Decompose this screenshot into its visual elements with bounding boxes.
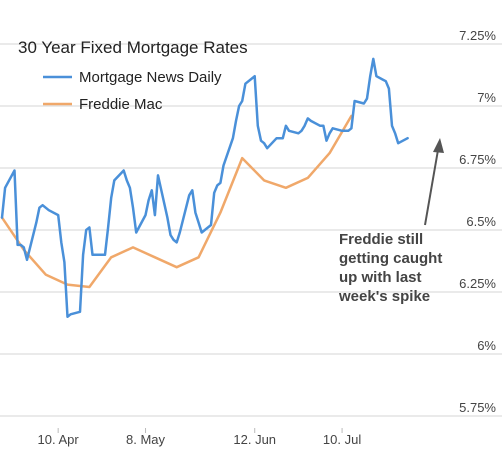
y-tick-label: 6.75% (459, 152, 496, 167)
annotation-arrow-line (424, 149, 439, 226)
annotation-line-3: up with last (339, 269, 422, 286)
y-tick-label: 6.5% (466, 214, 496, 229)
x-axis-ticks: 10. Apr 8. May 12. Jun 10. Jul (38, 428, 361, 447)
annotation-line-2: getting caught (339, 250, 442, 267)
y-tick-label: 6% (477, 338, 496, 353)
series-lines (0, 57, 409, 319)
legend-label-mortgage-news-daily: Mortgage News Daily (79, 69, 222, 86)
y-tick-label: 7% (477, 90, 496, 105)
y-axis-ticks: 5.75% 6% 6.25% 6.5% 6.75% 7% 7.25% (459, 28, 496, 415)
annotation-line-4: week's spike (338, 288, 430, 305)
annotation-line-1: Freddie still (339, 231, 423, 248)
legend: Mortgage News Daily Freddie Mac (43, 69, 222, 113)
chart-title: 30 Year Fixed Mortgage Rates (18, 38, 248, 57)
y-tick-label: 7.25% (459, 28, 496, 43)
legend-label-freddie-mac: Freddie Mac (79, 96, 163, 113)
x-tick-label: 8. May (126, 432, 166, 447)
x-tick-label: 10. Apr (38, 432, 80, 447)
y-tick-label: 6.25% (459, 276, 496, 291)
x-tick-label: 10. Jul (323, 432, 361, 447)
annotation: Freddie still getting caught up with las… (338, 138, 444, 305)
x-tick-label: 12. Jun (233, 432, 276, 447)
gridlines (0, 43, 502, 417)
y-tick-label: 5.75% (459, 400, 496, 415)
series-line-freddie-mac (0, 114, 353, 289)
annotation-arrow-head (433, 138, 444, 153)
